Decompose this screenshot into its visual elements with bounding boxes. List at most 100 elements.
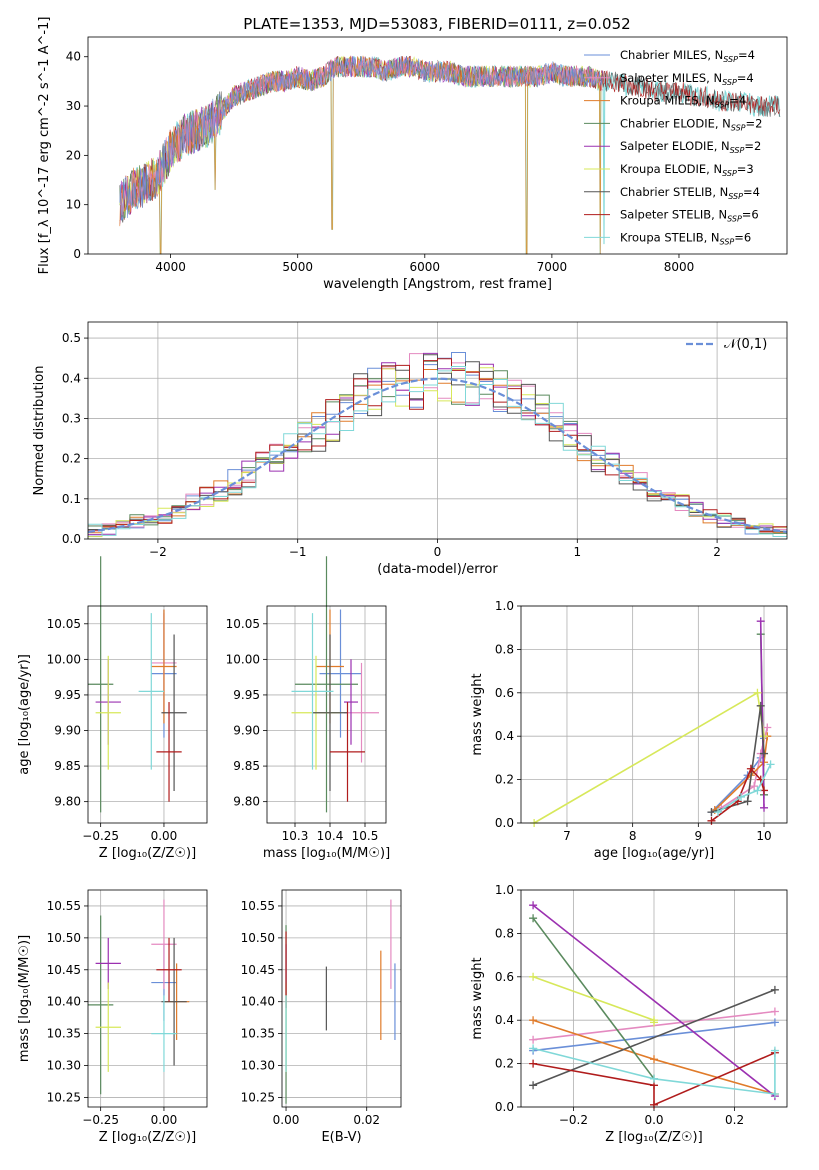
normal-reference-curve bbox=[87, 377, 788, 534]
y-tick-label: 30 bbox=[66, 99, 81, 113]
weight-marker bbox=[650, 1074, 658, 1083]
error-point bbox=[312, 634, 348, 791]
y-tick-label: 0.4 bbox=[62, 371, 81, 385]
panel-weight_vs_age: 7 8 9 10 0.0 0.2 0.4 0.6 0.8 1.0 age [log₁₀(age/yr… bbox=[470, 599, 788, 861]
x-tick-label: −0.25 bbox=[82, 829, 119, 843]
y-tick-label: 10.50 bbox=[47, 931, 81, 945]
weight-line-kroupa-elodie bbox=[533, 691, 765, 824]
weight-marker bbox=[529, 901, 538, 910]
axes-frame bbox=[87, 889, 208, 1108]
x-tick-label: −0.25 bbox=[82, 1113, 119, 1127]
weight-marker bbox=[753, 688, 762, 697]
panel-age_vs_Z: −0.25 0.00 9.80 9.85 9.90 9.95 10.00 10.05 Z [lo… bbox=[17, 556, 208, 861]
error-point bbox=[151, 899, 177, 989]
y-tick-label: 10.25 bbox=[241, 1090, 275, 1104]
y-axis-label: age [log₁₀(age/yr)] bbox=[17, 654, 32, 775]
weight-marker bbox=[766, 760, 775, 769]
x-tick-label: 2 bbox=[713, 545, 721, 559]
y-tick-label: 0 bbox=[73, 247, 81, 261]
weight-line-chabrier-stelib bbox=[532, 989, 776, 1087]
x-tick-label: −0.2 bbox=[559, 1113, 588, 1127]
y-tick-label: 0.2 bbox=[62, 452, 81, 466]
weight-marker bbox=[750, 782, 759, 791]
y-tick-label: 0.5 bbox=[62, 331, 81, 345]
x-tick-label: 0.0 bbox=[644, 1113, 663, 1127]
weight-line-salpeter-stelib bbox=[532, 1052, 776, 1107]
y-tick-label: 0.8 bbox=[495, 642, 514, 656]
x-tick-label: 0.00 bbox=[151, 1113, 178, 1127]
error-point bbox=[161, 634, 187, 791]
y-tick-label: 1.0 bbox=[495, 883, 514, 897]
x-axis-label: (data-model)/error bbox=[377, 562, 498, 577]
x-axis-label: E(B-V) bbox=[321, 1130, 361, 1145]
y-tick-label: 9.95 bbox=[54, 688, 81, 702]
spectrum-line-kroupa-stelib bbox=[119, 56, 781, 255]
x-tick-label: 9 bbox=[695, 829, 703, 843]
weight-marker bbox=[714, 808, 723, 817]
y-tick-label: 10.05 bbox=[226, 617, 260, 631]
error-point bbox=[151, 609, 177, 724]
x-tick-label: 10.4 bbox=[317, 829, 344, 843]
weight-line-chabrier-miles bbox=[533, 1021, 775, 1052]
axes-frame bbox=[520, 889, 788, 1108]
y-tick-label: 9.80 bbox=[54, 795, 81, 809]
spectrum-line-kroupa-elodie bbox=[119, 55, 603, 255]
error-point bbox=[330, 702, 365, 802]
error-point bbox=[161, 937, 187, 1066]
spectrum-line-chabrier-miles bbox=[119, 55, 603, 221]
y-tick-label: 20 bbox=[66, 148, 81, 162]
legend-entry: Chabrier STELIB, NSSP=4 bbox=[620, 185, 760, 201]
legend-entry: Kroupa MILES, NSSP=4 bbox=[620, 94, 746, 110]
weight-marker bbox=[770, 1089, 779, 1098]
x-axis-label: mass [log₁₀(M/M☉)] bbox=[263, 846, 390, 861]
y-axis-label: mass [log₁₀(M/M☉)] bbox=[17, 935, 32, 1062]
weight-marker bbox=[760, 749, 769, 758]
error-point bbox=[138, 613, 164, 770]
x-axis-label: wavelength [Angstrom, rest frame] bbox=[323, 277, 552, 292]
plot-area bbox=[87, 352, 788, 538]
weight-marker bbox=[707, 816, 716, 825]
x-tick-label: 7 bbox=[563, 829, 571, 843]
y-tick-label: 0.0 bbox=[495, 816, 514, 830]
panel-spectrum: 4000 5000 6000 7000 8000 0 10 20 30 40 wavelength … bbox=[37, 17, 788, 292]
spectrum-line-kroupa-miles bbox=[119, 55, 603, 255]
x-axis-label: Z [log₁₀(Z/Z☉)] bbox=[99, 846, 196, 861]
y-tick-label: 10.40 bbox=[47, 995, 81, 1009]
plot-area bbox=[530, 617, 775, 827]
y-tick-label: 9.85 bbox=[233, 759, 260, 773]
weight-marker bbox=[529, 914, 538, 923]
y-tick-label: 0.0 bbox=[495, 1100, 514, 1114]
axes-frame bbox=[520, 605, 788, 824]
weight-marker bbox=[770, 1046, 779, 1055]
weight-marker bbox=[753, 786, 762, 795]
plot-area bbox=[529, 901, 779, 1109]
y-tick-label: 0.4 bbox=[495, 729, 514, 743]
legend-entry: Salpeter STELIB, NSSP=6 bbox=[620, 208, 759, 224]
panel-residuals: −2 −1 0 1 2 0.0 0.1 0.2 0.3 0.4 0.5 (data-model)/er… bbox=[32, 321, 788, 577]
legend-entry: Kroupa ELODIE, NSSP=3 bbox=[620, 162, 754, 178]
x-tick-label: 0 bbox=[434, 545, 442, 559]
axes-frame bbox=[266, 605, 387, 824]
error-point bbox=[88, 556, 114, 813]
spectrum-line-salpeter-miles bbox=[119, 56, 603, 216]
x-tick-label: 0.2 bbox=[725, 1113, 744, 1127]
weight-marker bbox=[650, 1018, 658, 1027]
y-tick-label: 10.25 bbox=[47, 1090, 81, 1104]
x-axis-label: Z [log₁₀(Z/Z☉)] bbox=[99, 1130, 196, 1145]
plot-area bbox=[285, 899, 396, 1104]
histogram-chabrier-stelib bbox=[88, 354, 787, 532]
y-tick-label: 10.30 bbox=[47, 1059, 81, 1073]
panel-weight_vs_Z: −0.2 0.0 0.2 0.0 0.2 0.4 0.6 0.8 1.0 Z [log₁₀(Z/Z… bbox=[470, 883, 788, 1145]
y-tick-label: 10.40 bbox=[241, 995, 275, 1009]
y-tick-label: 0.0 bbox=[62, 532, 81, 546]
y-tick-label: 10.50 bbox=[241, 931, 275, 945]
weight-marker bbox=[770, 1018, 779, 1027]
y-tick-label: 9.90 bbox=[54, 724, 81, 738]
legend-entry: Chabrier ELODIE, NSSP=2 bbox=[620, 116, 762, 132]
y-tick-label: 10.00 bbox=[226, 652, 260, 666]
y-tick-label: 10.00 bbox=[47, 652, 81, 666]
x-tick-label: −2 bbox=[149, 545, 167, 559]
y-tick-label: 0.4 bbox=[495, 1013, 514, 1027]
weight-marker bbox=[770, 1007, 779, 1016]
